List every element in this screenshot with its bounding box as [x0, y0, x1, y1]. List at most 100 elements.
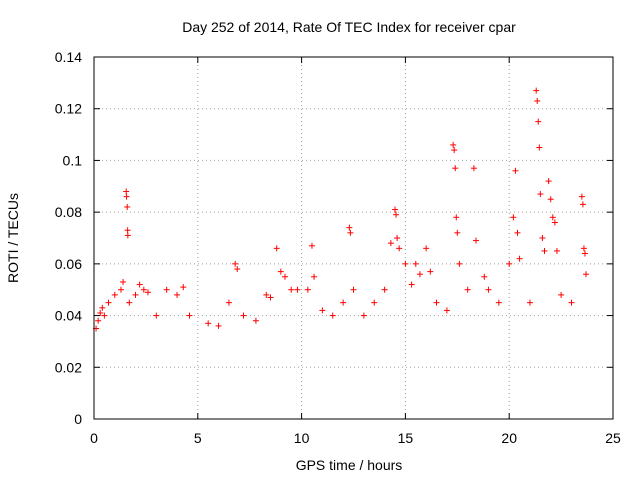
data-point	[234, 266, 241, 273]
data-point	[163, 286, 170, 293]
data-point	[232, 260, 239, 267]
y-tick-label: 0	[74, 411, 82, 427]
data-point	[329, 312, 336, 319]
data-point	[273, 245, 280, 252]
y-tick-label: 0.02	[55, 359, 82, 375]
data-point	[427, 268, 434, 275]
data-point	[132, 291, 139, 298]
data-point	[294, 286, 301, 293]
data-point	[526, 299, 533, 306]
data-point	[393, 211, 400, 218]
data-point	[539, 235, 546, 241]
data-point	[97, 309, 104, 316]
data-point	[205, 320, 212, 327]
data-point	[350, 286, 357, 293]
data-point	[215, 322, 222, 329]
data-point	[277, 268, 284, 275]
data-point	[578, 193, 585, 200]
data-point	[534, 97, 541, 104]
data-point	[516, 255, 523, 262]
data-point	[451, 147, 458, 154]
y-tick-label: 0.08	[55, 204, 82, 220]
data-point	[412, 260, 419, 267]
data-point	[340, 299, 347, 306]
data-point	[396, 245, 403, 252]
data-point	[443, 307, 450, 314]
data-point	[583, 271, 590, 278]
data-point	[111, 291, 118, 298]
data-point	[360, 312, 367, 319]
data-point	[470, 165, 477, 172]
data-point	[140, 286, 147, 293]
data-point	[495, 299, 502, 306]
x-tick-label: 20	[501, 430, 517, 446]
x-tick-label: 10	[294, 430, 310, 446]
data-point	[304, 286, 311, 293]
data-point	[481, 273, 488, 280]
data-point	[485, 286, 492, 293]
data-point	[153, 312, 160, 319]
plot-frame	[93, 56, 614, 420]
data-point	[126, 299, 133, 306]
data-point	[541, 247, 548, 254]
data-point	[123, 193, 130, 200]
data-point	[144, 289, 151, 296]
data-point	[123, 188, 130, 195]
data-point	[117, 286, 124, 293]
data-point	[392, 206, 399, 213]
data-point	[225, 299, 232, 306]
data-point	[456, 260, 463, 267]
data-point	[311, 273, 318, 280]
data-point	[472, 237, 479, 244]
data-point	[545, 178, 552, 185]
data-point	[252, 317, 259, 324]
data-point	[186, 312, 193, 319]
data-point	[568, 299, 575, 306]
data-point	[387, 240, 394, 247]
data-point	[514, 229, 521, 236]
data-point	[124, 227, 131, 234]
data-point	[105, 299, 112, 306]
data-point	[536, 144, 543, 151]
data-point	[547, 196, 554, 203]
data-point	[267, 294, 274, 301]
data-point	[346, 224, 353, 231]
data-point	[553, 247, 560, 254]
y-tick-label: 0.14	[55, 49, 82, 65]
data-point	[506, 260, 513, 267]
data-point	[533, 87, 540, 94]
data-point	[120, 278, 127, 285]
data-point	[454, 229, 461, 236]
scatter-points	[93, 87, 590, 332]
data-point	[551, 219, 558, 226]
data-point	[558, 291, 565, 298]
y-axis-label: ROTI / TECUs	[5, 193, 21, 283]
chart-title: Day 252 of 2014, Rate Of TEC Index for r…	[182, 19, 516, 35]
x-tick-label: 0	[90, 430, 98, 446]
data-point	[408, 281, 415, 288]
data-point	[394, 235, 401, 241]
data-point	[308, 242, 315, 249]
data-point	[416, 271, 423, 278]
data-point	[453, 214, 460, 221]
data-point	[510, 214, 517, 221]
data-point	[124, 203, 131, 210]
data-point	[537, 191, 544, 198]
x-axis-label: GPS time / hours	[296, 457, 403, 473]
data-point	[124, 232, 131, 239]
y-tick-label: 0.12	[55, 101, 82, 117]
y-tick-label: 0.06	[55, 256, 82, 272]
data-point	[402, 260, 409, 267]
data-point	[452, 165, 459, 172]
data-point	[580, 245, 587, 252]
y-tick-label: 0.04	[55, 308, 82, 324]
y-tick-label: 0.1	[63, 152, 83, 168]
grid-lines	[94, 57, 613, 419]
data-point	[450, 141, 457, 148]
x-axis-tick-labels: 0 5 10 15 20 25	[90, 430, 621, 446]
x-tick-label: 25	[605, 430, 621, 446]
data-point	[579, 201, 586, 208]
data-point	[319, 307, 326, 314]
